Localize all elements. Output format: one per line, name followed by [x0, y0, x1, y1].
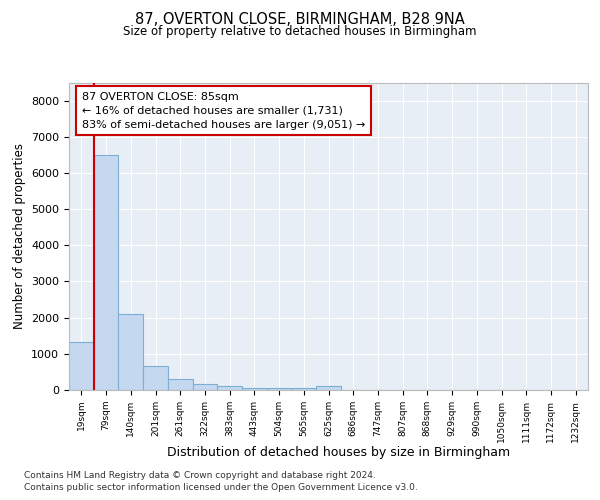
Bar	[69, 342, 94, 390]
Bar	[316, 386, 341, 390]
Text: Contains public sector information licensed under the Open Government Licence v3: Contains public sector information licen…	[24, 484, 418, 492]
Bar	[267, 388, 292, 390]
Bar	[242, 388, 267, 390]
Bar	[118, 314, 143, 390]
Text: Distribution of detached houses by size in Birmingham: Distribution of detached houses by size …	[167, 446, 511, 459]
Bar	[217, 386, 242, 390]
Bar	[143, 366, 168, 390]
Y-axis label: Number of detached properties: Number of detached properties	[13, 143, 26, 329]
Text: 87, OVERTON CLOSE, BIRMINGHAM, B28 9NA: 87, OVERTON CLOSE, BIRMINGHAM, B28 9NA	[135, 12, 465, 28]
Bar	[193, 384, 217, 390]
Bar	[292, 388, 316, 390]
Bar	[168, 379, 193, 390]
Bar	[94, 155, 118, 390]
Text: 87 OVERTON CLOSE: 85sqm
← 16% of detached houses are smaller (1,731)
83% of semi: 87 OVERTON CLOSE: 85sqm ← 16% of detache…	[82, 92, 365, 130]
Text: Contains HM Land Registry data © Crown copyright and database right 2024.: Contains HM Land Registry data © Crown c…	[24, 471, 376, 480]
Text: Size of property relative to detached houses in Birmingham: Size of property relative to detached ho…	[123, 25, 477, 38]
